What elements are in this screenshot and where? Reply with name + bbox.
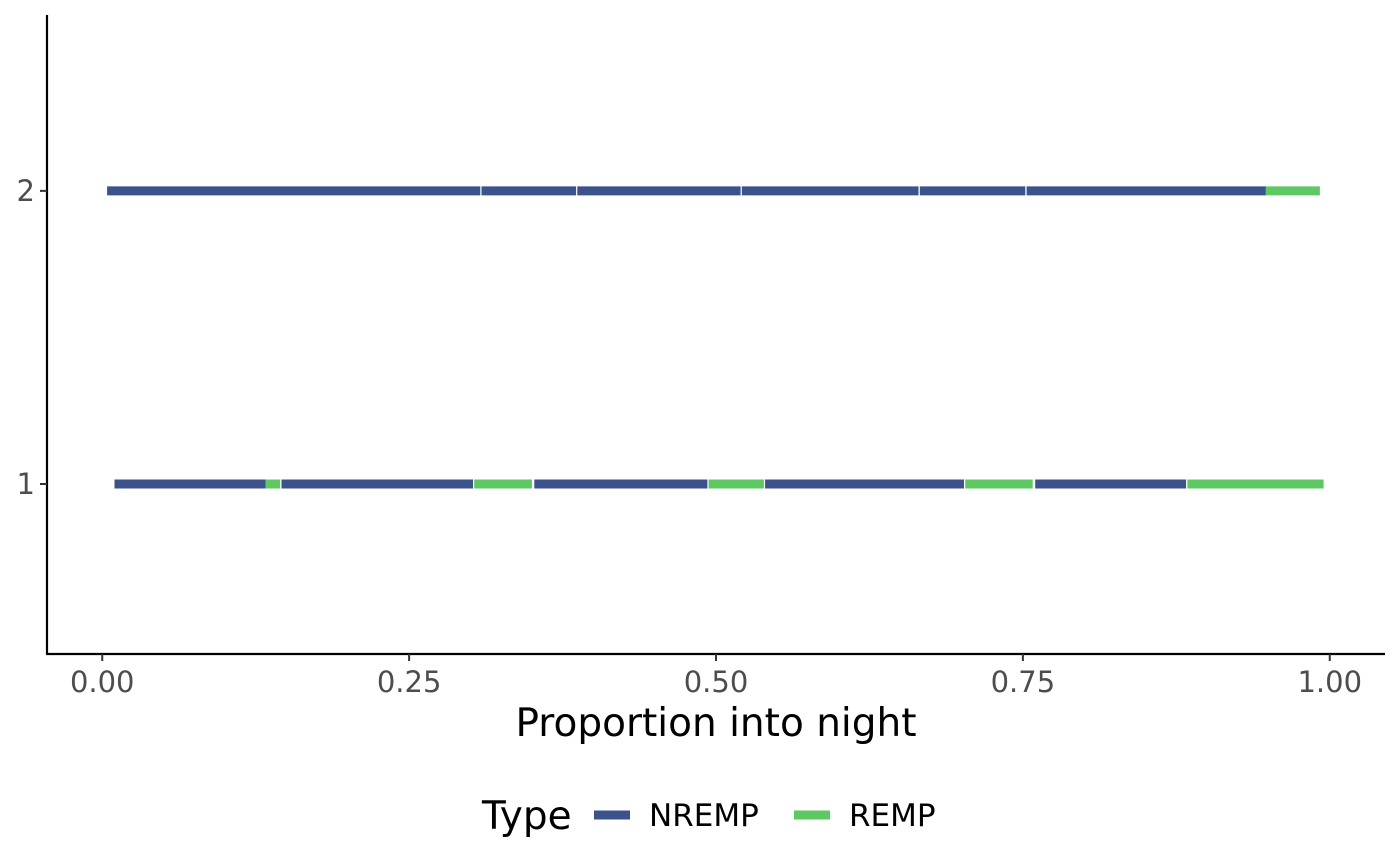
legend-items: NREMP REMP <box>594 798 936 834</box>
x-ticks: 0.00 0.25 0.50 0.75 1.00 <box>70 654 1362 699</box>
x-tick-label: 1.00 <box>1297 665 1362 699</box>
y-tick-label: 2 <box>17 174 35 208</box>
axes: 0.00 0.25 0.50 0.75 1.00 12 <box>17 15 1385 699</box>
x-tick-label: 0.00 <box>70 665 135 699</box>
legend-title: Type <box>481 794 572 839</box>
legend-item-remp: REMP <box>794 798 936 834</box>
series-remp <box>265 186 1324 489</box>
plot-area <box>107 186 1324 489</box>
series-nremp <box>107 186 1266 489</box>
legend: Type NREMP REMP <box>481 794 936 839</box>
y-tick-label: 1 <box>17 467 35 501</box>
legend-item-nremp: NREMP <box>594 798 759 834</box>
x-tick-label: 0.75 <box>991 665 1056 699</box>
legend-label-remp: REMP <box>849 798 936 834</box>
legend-label-nremp: NREMP <box>649 798 759 834</box>
x-axis-title: Proportion into night <box>515 701 916 746</box>
x-tick-label: 0.25 <box>377 665 442 699</box>
x-tick-label: 0.50 <box>684 665 749 699</box>
y-ticks: 12 <box>17 174 47 501</box>
